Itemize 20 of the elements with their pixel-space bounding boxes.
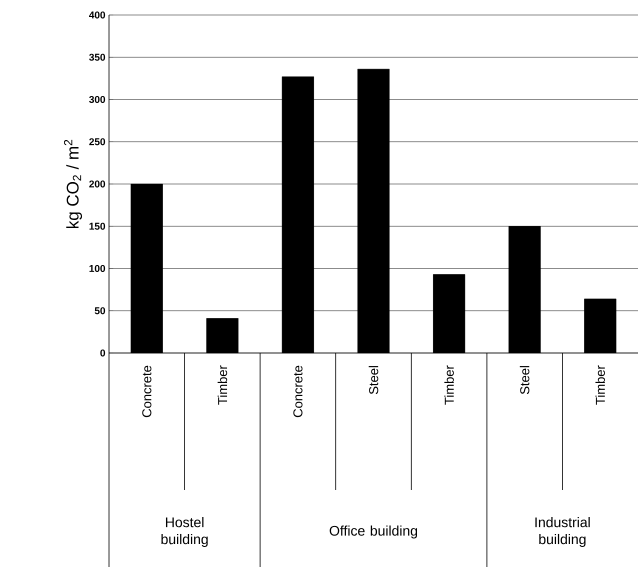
- y-tick-label: 400: [89, 11, 106, 19]
- x-tick-label: Concrete: [293, 366, 302, 418]
- text: Industrial building: [535, 517, 590, 547]
- y-axis-title: kg CO$_{2}$ / m$^{2}$: [64, 140, 82, 228]
- text: Hostel building: [161, 517, 208, 547]
- y-tick-label: 350: [89, 54, 106, 61]
- y-tick-label: 0: [100, 349, 106, 357]
- x-tick-label: Timber: [218, 365, 228, 405]
- y-tick-label: 300: [89, 96, 106, 104]
- x-tick-label: Timber: [444, 365, 454, 405]
- x-tick-label: Timber: [595, 365, 605, 405]
- x-tick-label: Steel: [368, 366, 378, 394]
- x-tick-label: Concrete: [142, 366, 152, 418]
- y-tick-label: 50: [94, 307, 106, 314]
- y-tick-label: 100: [89, 264, 106, 272]
- y-tick-label: 150: [89, 222, 106, 230]
- x-tick-label: Steel: [520, 366, 530, 394]
- text: Office building: [330, 525, 418, 538]
- y-tick-label: 250: [89, 138, 106, 146]
- y-tick-label: 200: [89, 180, 106, 188]
